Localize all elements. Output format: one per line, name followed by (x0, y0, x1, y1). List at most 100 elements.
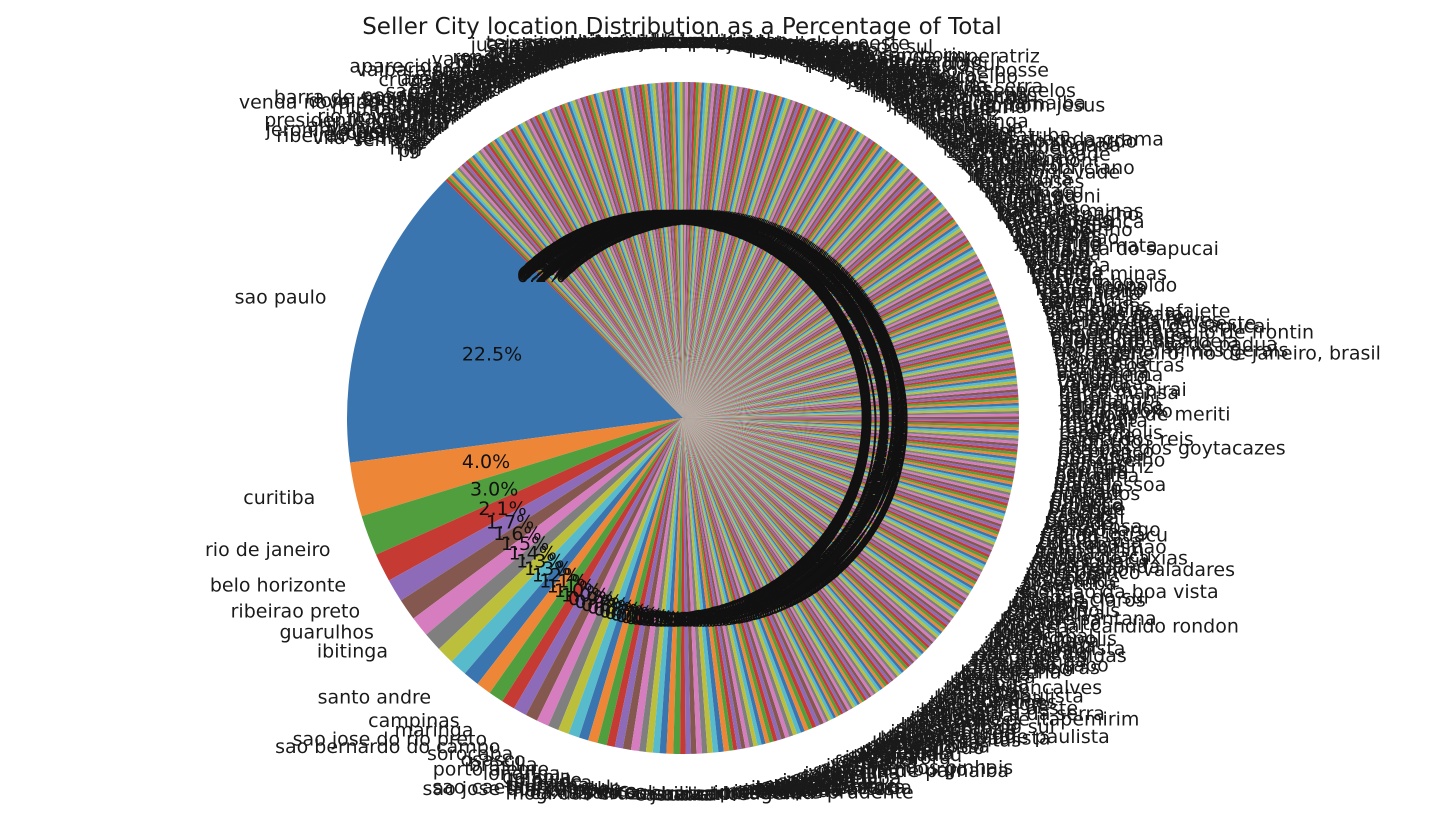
pie-slice (683, 99, 793, 418)
slice-label: paulinia (861, 738, 936, 760)
pie-slice (683, 82, 694, 418)
pie-slice (683, 237, 968, 418)
pie-slice (683, 183, 926, 418)
slice-label: queimados (1059, 398, 1164, 420)
pie-slice (683, 418, 856, 708)
slice-label: araguaina (497, 42, 593, 64)
pie-slice (683, 418, 1018, 453)
slice-label: lagoa santa (1036, 277, 1147, 299)
slice-label: campo largo (1042, 519, 1160, 541)
pie-slice (683, 418, 790, 739)
slice-label: mage (1059, 419, 1113, 441)
pie-slice (683, 418, 883, 690)
pie-slice (683, 234, 967, 418)
slice-label: ouro preto (962, 155, 1061, 177)
slice-label: itajai (826, 755, 873, 777)
slice-label: caruaru (1055, 462, 1128, 484)
slice-label: guarulhos (279, 622, 373, 644)
pie-slice (683, 418, 964, 606)
pie-slice (652, 418, 683, 754)
pie-slice (683, 418, 829, 722)
pie-slice (477, 418, 683, 693)
pie-slice (683, 332, 1009, 418)
pie-slice (683, 418, 1013, 488)
slice-label: amparo (825, 58, 898, 80)
pie-slice (683, 210, 949, 418)
slice-label: belem (1008, 597, 1067, 619)
pie-slice (683, 145, 883, 418)
pie-slice (465, 160, 683, 418)
slice-label: pinhais (773, 772, 841, 794)
slice-label: pomerode (778, 43, 875, 65)
pie-slice (683, 191, 934, 418)
slice-label: itapeva (913, 109, 984, 131)
pie-slice (683, 418, 782, 741)
slice-label: mairinque (900, 100, 996, 122)
pie-slice (683, 418, 1012, 493)
pie-slice (463, 161, 683, 418)
slice-label: bertioga (950, 673, 1030, 695)
pie-slice (683, 166, 908, 418)
slice-label: tangua (1058, 370, 1125, 392)
slice-label: juazeiro (627, 31, 703, 53)
slice-label: cianorte (1041, 522, 1119, 544)
pie-slice (683, 177, 920, 418)
pie-slice (683, 418, 832, 721)
pie-slice (683, 418, 813, 730)
slice-label: praia grande (895, 718, 1017, 740)
slice-label: ibirama (769, 41, 841, 63)
slice-label: varzea grande (432, 48, 569, 70)
slice-label: indaiatuba (714, 782, 815, 804)
slice-label: pedro leopoldo (1035, 275, 1177, 297)
pie-slice (496, 137, 683, 418)
pie-slice (683, 418, 973, 592)
slice-label: porto alegre (433, 759, 549, 781)
slice-label: sao jose dos campos (423, 778, 621, 800)
pie-slice (683, 161, 902, 418)
pie-slice (683, 351, 1013, 418)
pie-slice (601, 91, 683, 418)
pie-slice (683, 418, 1019, 433)
slice-label: castanhal (504, 41, 596, 63)
pie-slice (683, 410, 1019, 418)
pie-slice (683, 256, 979, 418)
slice-label: rio bonito (1057, 367, 1148, 389)
slice-label: ponta pora (456, 51, 560, 73)
pie-slice (683, 308, 1002, 418)
pie-slice (683, 127, 855, 419)
pie-slice (683, 418, 1005, 520)
pie-slice (683, 101, 799, 418)
pie-slice (630, 418, 683, 752)
pie-slice (683, 418, 921, 658)
slice-label: mesquita (1059, 410, 1148, 432)
slice-label: araxa (994, 196, 1048, 218)
slice-label: cambui (1021, 241, 1091, 263)
pie-slice (683, 418, 692, 754)
slice-label: itauna (1032, 266, 1092, 288)
pie-slice (683, 400, 1019, 418)
slice-label: paracambi (1059, 388, 1160, 410)
slice-label: brasilia (469, 754, 538, 776)
pie-slice (683, 216, 954, 418)
slice-label: bento goncalves (945, 677, 1102, 699)
slice-label: barra velha (934, 687, 1043, 709)
pie-slice (683, 120, 841, 418)
pie-slice (683, 418, 827, 724)
slice-label: biritiba-mirim (858, 74, 987, 96)
pie-slice (683, 87, 748, 418)
slice-label: santo antonio de posse (828, 60, 1049, 82)
pie-slice (683, 418, 1019, 425)
pie-slice (510, 128, 683, 419)
pie-slice (683, 405, 1019, 418)
pie-slice (551, 107, 683, 419)
pie-slice (683, 92, 770, 418)
pie-slice (683, 142, 878, 418)
slice-label: tres pontas (1006, 214, 1113, 236)
pie-slice (683, 418, 975, 587)
slice-label: sao joao del rei (1046, 307, 1191, 329)
pie-slice (683, 164, 906, 418)
slice-label: gaspar (875, 731, 940, 753)
slice-label: bom despacho (999, 203, 1139, 225)
slice-label: uba (980, 176, 1016, 198)
